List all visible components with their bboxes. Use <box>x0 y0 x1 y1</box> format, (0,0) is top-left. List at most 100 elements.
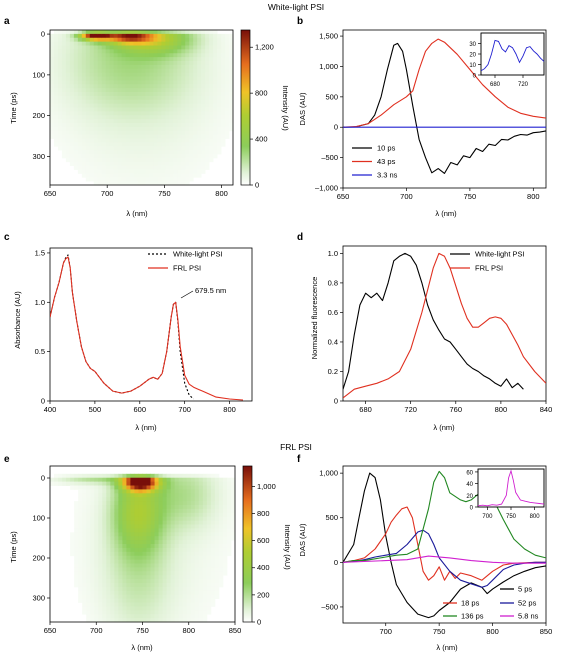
heat-cell <box>173 57 178 62</box>
heat-cell <box>178 497 184 502</box>
heat-cell <box>85 76 91 81</box>
heat-cell <box>77 57 83 62</box>
heat-cell <box>166 505 172 510</box>
heat-cell <box>114 583 119 588</box>
heat-cell <box>81 150 87 155</box>
heat-cell <box>98 485 103 490</box>
heat-cell <box>229 126 234 132</box>
heat-cell <box>210 594 216 599</box>
heat-cell <box>226 493 232 498</box>
heat-cell <box>141 61 146 66</box>
heat-cell <box>162 520 168 525</box>
heat-cell <box>102 473 107 479</box>
heat-cell <box>50 130 55 136</box>
heat-cell <box>61 154 67 159</box>
colorbar-tick-label-a: 0 <box>255 181 259 190</box>
heat-cell <box>110 477 115 482</box>
heat-cell <box>169 33 174 39</box>
heat-cell <box>81 111 87 116</box>
heat-cell <box>142 493 147 498</box>
heat-cell <box>70 544 75 549</box>
heat-cell <box>157 157 162 163</box>
heat-cell <box>102 505 107 510</box>
heat-cell <box>213 92 218 97</box>
heat-cell <box>210 473 216 479</box>
heat-cell <box>178 485 184 490</box>
heat-cell <box>165 154 170 159</box>
heat-cell <box>162 594 168 599</box>
y-tick-label-d: 1.0 <box>328 249 338 258</box>
heat-cell <box>130 559 135 564</box>
heat-cell <box>162 508 168 514</box>
heat-cell <box>157 173 162 178</box>
heat-cell <box>125 88 130 93</box>
heat-cell <box>113 88 119 93</box>
heat-cell <box>105 45 111 50</box>
heat-cell <box>90 512 95 518</box>
heat-cell <box>166 493 172 498</box>
heat-cell <box>197 37 202 43</box>
heat-cell <box>230 520 236 525</box>
heat-cell <box>142 497 147 502</box>
heat-cell <box>202 516 208 521</box>
heat-cell <box>110 555 115 560</box>
heat-cell <box>197 157 202 163</box>
heat-cell <box>81 123 87 128</box>
heat-cell <box>66 481 71 486</box>
heat-cell <box>146 579 151 584</box>
heat-cell <box>85 88 91 93</box>
heat-cell <box>201 99 206 105</box>
heat-cell <box>134 547 139 553</box>
heat-cell <box>230 477 236 482</box>
heat-cell <box>189 49 194 54</box>
heat-cell <box>74 571 79 576</box>
heat-cell <box>165 30 170 35</box>
heat-cell <box>222 481 228 486</box>
heat-cell <box>109 30 115 35</box>
heat-cell <box>157 154 162 159</box>
heat-cell <box>202 547 208 553</box>
heat-cell <box>57 88 63 93</box>
heat-cell <box>126 540 131 545</box>
heat-cell <box>113 165 119 170</box>
heat-cell <box>193 37 198 43</box>
heat-cell <box>85 72 91 77</box>
heat-cell <box>130 481 135 486</box>
heat-cell <box>149 37 154 43</box>
heat-cell <box>86 481 91 486</box>
heat-cell <box>154 598 159 603</box>
heat-cell <box>194 618 200 623</box>
heat-cell <box>81 33 87 39</box>
heat-cell <box>217 123 222 128</box>
heat-cell <box>142 551 147 557</box>
heat-cell <box>126 551 131 557</box>
heat-cell <box>153 30 158 35</box>
heat-cell <box>102 583 107 588</box>
heat-cell <box>197 169 202 174</box>
heat-cell <box>77 33 83 39</box>
heat-cell <box>61 64 67 70</box>
heat-cell <box>174 614 180 619</box>
heat-cell <box>190 540 196 545</box>
heat-cell <box>125 146 130 151</box>
heat-cell <box>214 481 220 486</box>
heat-cell <box>74 528 79 533</box>
legend-label-d-1: FRL PSI <box>475 264 503 273</box>
heat-cell <box>130 575 135 580</box>
heat-cell <box>221 134 226 139</box>
heat-cell <box>121 119 126 124</box>
heat-cell <box>197 142 202 147</box>
heat-cell <box>141 92 146 97</box>
heat-cell <box>117 45 123 50</box>
heat-cell <box>82 567 87 572</box>
heat-cell <box>162 567 168 572</box>
heat-cell <box>206 575 212 580</box>
heat-cell <box>193 68 198 74</box>
heat-cell <box>210 540 216 545</box>
heat-cell <box>198 508 204 514</box>
heat-cell <box>86 602 91 607</box>
heat-cell <box>125 107 130 112</box>
heat-cell <box>198 540 204 545</box>
heat-cell <box>74 512 79 518</box>
heat-cell <box>86 477 91 482</box>
